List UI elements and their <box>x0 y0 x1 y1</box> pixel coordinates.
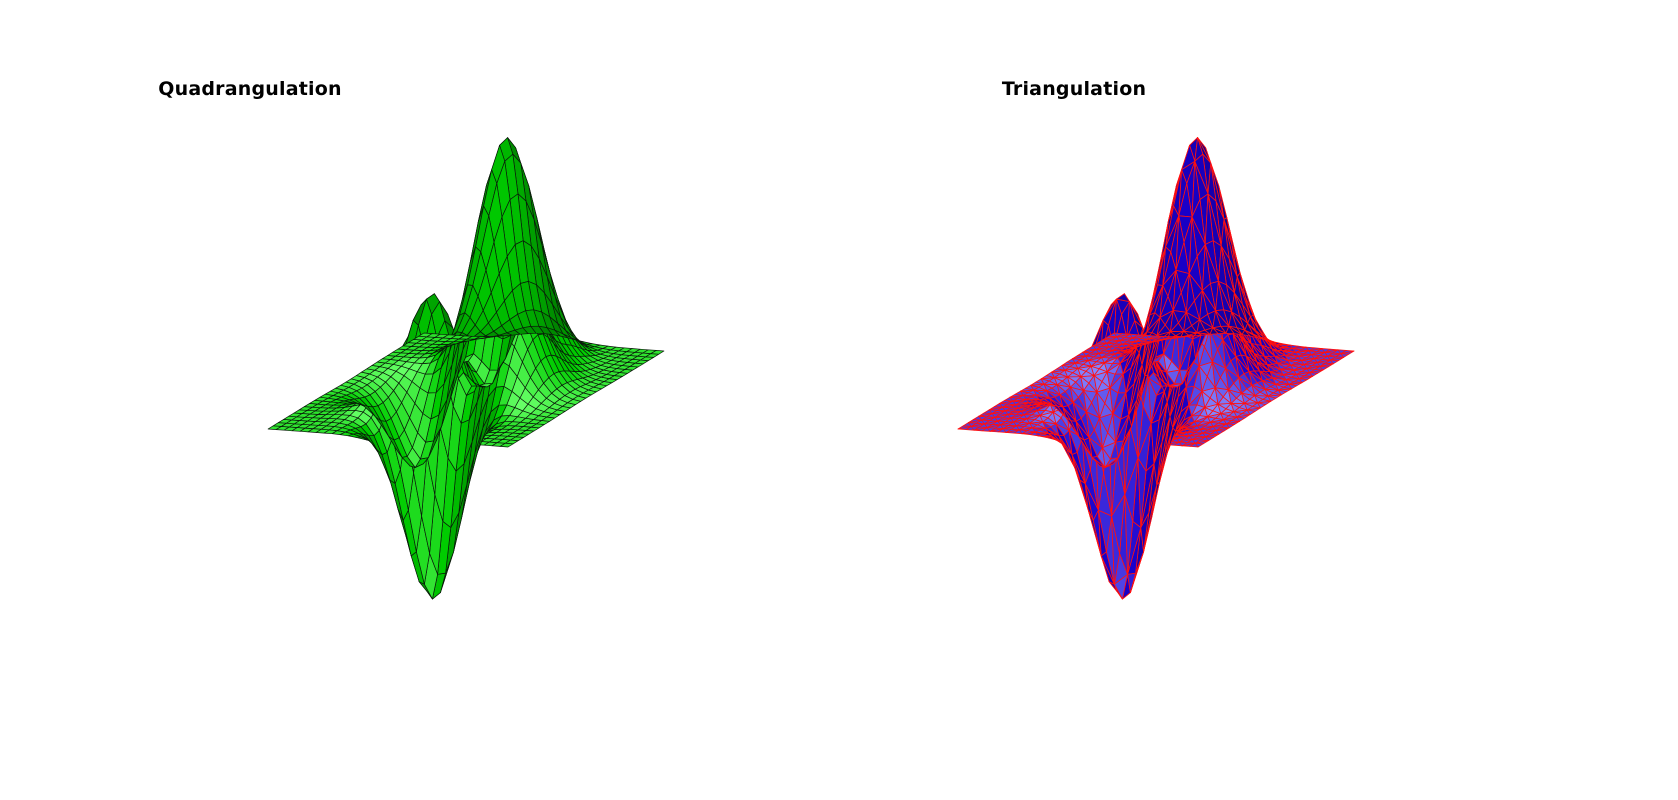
mesh-face <box>1273 341 1283 345</box>
mesh-face <box>1321 348 1331 353</box>
mesh-face <box>1241 329 1251 337</box>
triangulation-surface <box>957 137 1355 600</box>
mesh-face <box>1145 334 1155 340</box>
quad-mesh <box>267 137 665 600</box>
mesh-face <box>1161 335 1171 340</box>
mesh-face <box>1289 344 1299 349</box>
mesh-face <box>1177 335 1187 338</box>
mesh-face <box>1337 349 1347 355</box>
mesh-face <box>1193 332 1203 337</box>
quadrangulation-panel: Quadrangulation <box>158 78 665 600</box>
quadrangulation-title: Quadrangulation <box>158 78 342 100</box>
mesh-face <box>1305 346 1315 352</box>
tri-mesh <box>957 137 1355 600</box>
triangulation-title: Triangulation <box>1001 78 1147 100</box>
mesh-face <box>1113 332 1123 338</box>
triangulation-panel: Triangulation <box>839 0 1678 800</box>
mesh-face <box>1257 337 1267 341</box>
mesh-face <box>1209 327 1219 335</box>
mesh-face <box>418 332 433 338</box>
mesh-face <box>1129 333 1139 339</box>
mesh-face <box>1225 325 1235 335</box>
quadrangulation-surface <box>267 137 665 600</box>
